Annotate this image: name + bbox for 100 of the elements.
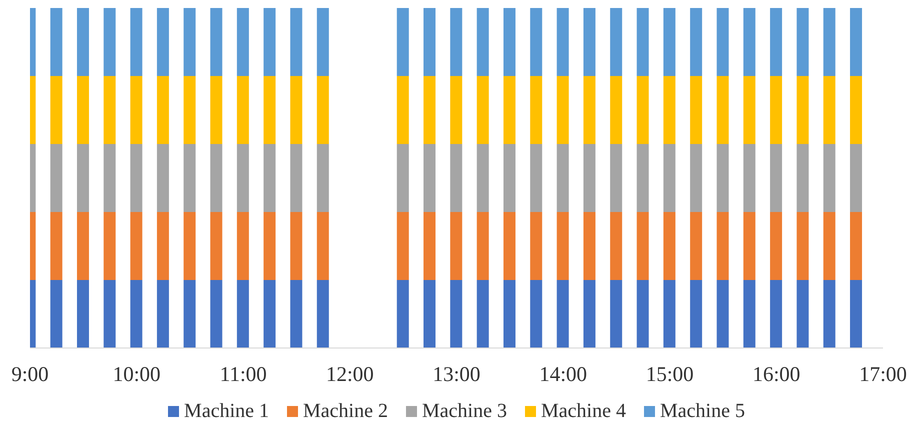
bar xyxy=(316,212,329,280)
bar xyxy=(770,280,782,348)
bar xyxy=(556,8,569,76)
bar xyxy=(663,76,676,144)
bar xyxy=(424,212,436,280)
bar xyxy=(476,144,489,212)
bar xyxy=(476,76,489,144)
legend-label: Machine 3 xyxy=(421,400,507,423)
bar xyxy=(130,144,142,212)
bar xyxy=(50,280,62,348)
bar xyxy=(236,76,249,144)
bar xyxy=(850,280,862,348)
bar xyxy=(850,76,862,144)
bar xyxy=(476,280,489,348)
bar xyxy=(210,144,222,212)
bar xyxy=(396,212,409,280)
bar xyxy=(210,8,222,76)
bar xyxy=(210,212,222,280)
bar xyxy=(476,8,489,76)
bar xyxy=(424,280,436,348)
bar xyxy=(610,8,622,76)
bar xyxy=(264,280,276,348)
bar xyxy=(210,280,222,348)
bar xyxy=(264,8,276,76)
bar xyxy=(530,76,542,144)
bar xyxy=(850,8,862,76)
x-tick-label: 17:00 xyxy=(859,362,907,386)
bar xyxy=(796,76,809,144)
legend-label: Machine 5 xyxy=(658,400,745,423)
bar xyxy=(450,8,462,76)
bar xyxy=(610,76,622,144)
bar xyxy=(610,212,622,280)
bar xyxy=(236,212,249,280)
bar xyxy=(583,280,596,348)
bar xyxy=(130,76,142,144)
bar xyxy=(130,280,142,348)
bar xyxy=(424,8,436,76)
bar xyxy=(104,8,116,76)
bar xyxy=(583,8,596,76)
bar xyxy=(530,8,542,76)
bar xyxy=(396,144,409,212)
bar xyxy=(156,212,169,280)
bar xyxy=(50,76,62,144)
bar xyxy=(184,76,196,144)
bar xyxy=(156,280,169,348)
bar xyxy=(850,144,862,212)
bar xyxy=(610,280,622,348)
bar xyxy=(503,280,516,348)
bar xyxy=(690,280,702,348)
bar xyxy=(743,280,756,348)
bar xyxy=(556,280,569,348)
bar xyxy=(556,212,569,280)
bar xyxy=(796,144,809,212)
x-tick-label: 14:00 xyxy=(539,362,588,386)
bar xyxy=(450,212,462,280)
bar xyxy=(450,144,462,212)
bar xyxy=(610,144,622,212)
bar xyxy=(290,280,302,348)
x-tick-label: 10:00 xyxy=(112,362,161,386)
bar xyxy=(156,76,169,144)
bar xyxy=(583,212,596,280)
bar xyxy=(184,280,196,348)
bar xyxy=(104,144,116,212)
bar xyxy=(104,212,116,280)
bar xyxy=(396,8,409,76)
bar xyxy=(583,76,596,144)
bar xyxy=(743,144,756,212)
bar xyxy=(636,76,649,144)
bar xyxy=(716,280,729,348)
legend-label: Machine 4 xyxy=(540,400,626,423)
bar xyxy=(770,76,782,144)
x-tick-label: 16:00 xyxy=(752,362,800,386)
bar xyxy=(636,144,649,212)
bar xyxy=(184,144,196,212)
bar xyxy=(663,280,676,348)
bar xyxy=(290,212,302,280)
bar xyxy=(396,76,409,144)
bar xyxy=(236,144,249,212)
bar xyxy=(503,144,516,212)
bar xyxy=(76,76,89,144)
bar xyxy=(636,280,649,348)
bar xyxy=(50,8,62,76)
bar xyxy=(264,144,276,212)
legend-label: Machine 2 xyxy=(302,400,388,423)
bar xyxy=(130,8,142,76)
bar xyxy=(690,8,702,76)
bar xyxy=(450,76,462,144)
bar xyxy=(396,280,409,348)
bar xyxy=(716,212,729,280)
x-tick-label: 11:00 xyxy=(220,362,267,386)
bar xyxy=(796,212,809,280)
bar xyxy=(796,8,809,76)
bar xyxy=(823,212,836,280)
bar xyxy=(184,212,196,280)
bar xyxy=(583,144,596,212)
bar xyxy=(264,212,276,280)
bar xyxy=(503,8,516,76)
bar xyxy=(76,212,89,280)
bar xyxy=(770,8,782,76)
bar xyxy=(823,76,836,144)
